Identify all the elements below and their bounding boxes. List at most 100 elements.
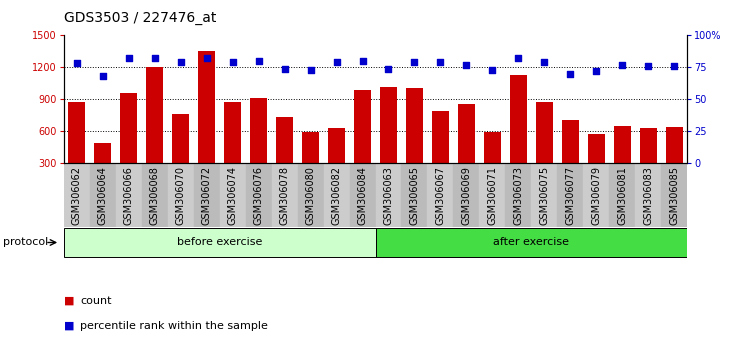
Point [434,59,446,65]
Bar [557,163,584,227]
Bar [116,163,142,227]
Text: GSM306073: GSM306073 [514,166,523,225]
Text: GDS3503 / 227476_at: GDS3503 / 227476_at [64,11,216,25]
Bar [584,163,609,227]
Text: GSM306083: GSM306083 [643,166,653,225]
Point [668,63,680,69]
Bar [68,102,86,195]
Text: GSM306075: GSM306075 [539,166,549,225]
Text: GSM306063: GSM306063 [384,166,394,225]
Text: GSM306077: GSM306077 [566,166,575,225]
Point [357,58,369,64]
Bar [225,102,241,195]
Bar [454,163,479,227]
Point [305,67,317,73]
Text: GSM306084: GSM306084 [357,166,367,225]
Point [149,56,161,61]
Bar [349,163,376,227]
Bar [432,111,449,195]
Bar [302,132,319,195]
Bar [380,87,397,195]
Point [487,67,499,73]
Text: GSM306068: GSM306068 [149,166,160,225]
Point [227,59,239,65]
Text: protocol: protocol [3,238,48,247]
Point [122,56,134,61]
Text: GSM306062: GSM306062 [72,166,82,225]
Bar [90,163,116,227]
Text: GSM306080: GSM306080 [306,166,315,225]
Bar [146,67,163,195]
Point [201,56,213,61]
Bar [272,163,297,227]
Bar [532,163,557,227]
Bar [665,127,683,195]
Bar [95,143,111,195]
Point [512,56,524,61]
Point [617,62,629,68]
Bar [328,128,345,195]
Bar [167,163,194,227]
Text: GSM306069: GSM306069 [461,166,472,225]
Bar [562,120,579,195]
Point [460,62,472,68]
Point [382,66,394,72]
Bar [406,88,423,195]
Text: GSM306082: GSM306082 [331,166,342,225]
Text: GSM306078: GSM306078 [279,166,290,225]
Text: GSM306085: GSM306085 [669,166,679,225]
Bar [246,163,272,227]
Text: before exercise: before exercise [177,238,262,247]
Text: GSM306064: GSM306064 [98,166,108,225]
Point [71,61,83,66]
Text: ■: ■ [64,296,74,306]
Bar [142,163,167,227]
Bar [402,163,427,227]
Point [590,68,602,74]
Text: ■: ■ [64,321,74,331]
Point [538,59,550,65]
Bar [536,102,553,195]
Point [642,63,654,69]
Point [409,59,421,65]
FancyBboxPatch shape [376,228,687,257]
Bar [458,104,475,195]
Bar [484,132,501,195]
Text: GSM306066: GSM306066 [124,166,134,225]
Point [564,71,576,76]
Bar [510,75,526,195]
Point [330,59,342,65]
Bar [220,163,246,227]
Bar [614,126,631,195]
Bar [276,117,293,195]
Bar [194,163,220,227]
Text: GSM306072: GSM306072 [202,166,212,225]
Bar [661,163,687,227]
Bar [376,163,402,227]
Text: percentile rank within the sample: percentile rank within the sample [80,321,268,331]
Bar [250,98,267,195]
Point [97,73,109,79]
FancyBboxPatch shape [64,228,376,257]
Bar [635,163,661,227]
Bar [479,163,505,227]
Point [252,58,264,64]
Bar [297,163,324,227]
Bar [427,163,454,227]
Bar [505,163,532,227]
Bar [324,163,349,227]
Bar [64,163,90,227]
Text: GSM306065: GSM306065 [409,166,420,225]
Text: after exercise: after exercise [493,238,569,247]
Text: count: count [80,296,112,306]
Bar [198,51,215,195]
Text: GSM306074: GSM306074 [228,166,237,225]
Point [175,59,187,65]
Bar [172,114,189,195]
Point [279,66,291,72]
Text: GSM306081: GSM306081 [617,166,627,225]
Text: GSM306071: GSM306071 [487,166,497,225]
Text: GSM306076: GSM306076 [254,166,264,225]
Text: GSM306070: GSM306070 [176,166,185,225]
Bar [120,93,137,195]
